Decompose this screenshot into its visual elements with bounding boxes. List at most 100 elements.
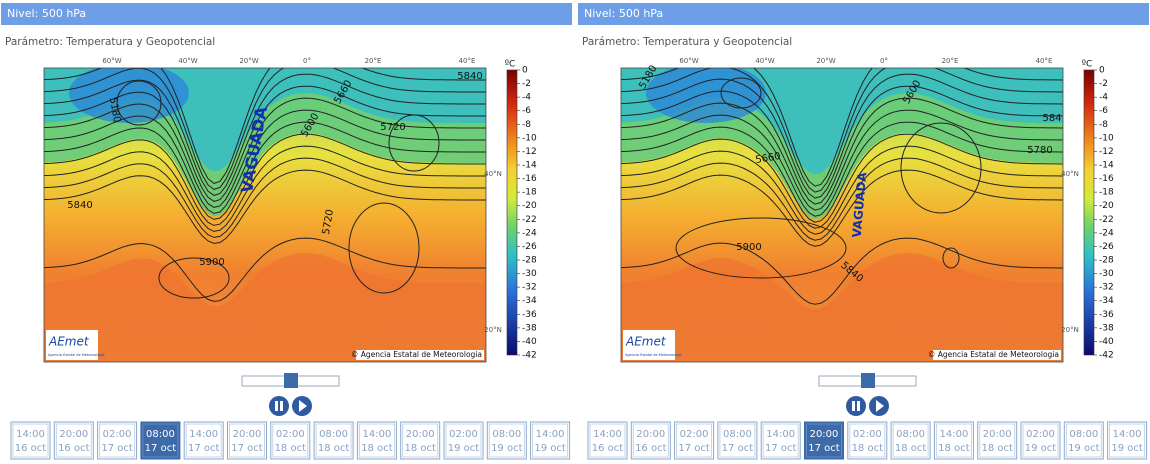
slider-thumb[interactable]	[284, 373, 298, 388]
frame-button[interactable]: 20:00 16 oct	[53, 421, 94, 460]
contour-line	[44, 157, 486, 238]
frame-button[interactable]: 20:00 17 oct	[804, 421, 844, 460]
contour-label: 5840	[67, 200, 92, 211]
weather-map	[621, 68, 1063, 362]
frame-time: 14:00	[536, 429, 565, 440]
frame-button[interactable]: 02:00 18 oct	[270, 421, 311, 460]
frame-button[interactable]: 14:00 17 oct	[183, 421, 224, 460]
pause-button[interactable]	[269, 396, 289, 416]
pause-button[interactable]	[846, 396, 866, 416]
contour-label: 584	[1042, 113, 1061, 124]
colorbar-label: -16	[1099, 174, 1114, 184]
contour-line	[44, 68, 486, 190]
colorbar-label: -38	[522, 323, 537, 333]
colorbar-label: -32	[1099, 283, 1114, 293]
latitude-label: 40°N	[484, 170, 502, 178]
button-box	[1107, 421, 1148, 460]
button-inner	[532, 423, 569, 458]
play-button[interactable]	[869, 396, 889, 416]
button-box	[97, 421, 138, 460]
frame-date: 17 oct	[101, 443, 133, 454]
frame-button[interactable]: 20:00 18 oct	[977, 421, 1018, 460]
frame-time: 02:00	[853, 429, 882, 440]
frame-date: 18 oct	[895, 443, 927, 454]
frame-date: 18 oct	[938, 443, 970, 454]
logo-caption: Agencia Estatal de Meteorología	[48, 353, 105, 357]
colorbar-label: -8	[522, 120, 531, 130]
frame-button[interactable]: 08:00 17 oct	[140, 421, 181, 460]
frame-button[interactable]: 14:00 16 oct	[587, 421, 628, 460]
frame-time: 20:00	[636, 429, 665, 440]
frame-button[interactable]: 20:00 16 oct	[630, 421, 671, 460]
frame-button[interactable]: 08:00 19 oct	[486, 421, 527, 460]
button-box	[674, 421, 715, 460]
colorbar-label: -24	[522, 228, 537, 238]
contour-line	[44, 145, 486, 232]
contour-line	[621, 145, 1063, 235]
trough-annotation: VAGUADA	[850, 171, 870, 238]
frame-time: 02:00	[680, 429, 709, 440]
contour-line	[621, 97, 1063, 211]
button-inner	[402, 423, 439, 458]
contour-line	[44, 68, 486, 184]
frame-button[interactable]: 02:00 19 oct	[1020, 421, 1061, 460]
play-button[interactable]	[292, 396, 312, 416]
contour-line	[44, 169, 486, 244]
frame-button[interactable]: 02:00 19 oct	[443, 421, 484, 460]
icon	[876, 400, 884, 412]
frame-button[interactable]: 02:00 17 oct	[97, 421, 138, 460]
logo-box	[623, 330, 675, 360]
copyright: © Agencia Estatal de Meteorologia	[351, 350, 482, 359]
colorbar-label: -32	[522, 283, 537, 293]
frame-button[interactable]: 14:00 19 oct	[530, 421, 571, 460]
frame-date: 16 oct	[58, 443, 90, 454]
button-inner	[99, 423, 136, 458]
frame-date: 19 oct	[1025, 443, 1057, 454]
button-box	[760, 421, 801, 460]
frame-time: 02:00	[1026, 429, 1055, 440]
frame-button[interactable]: 02:00 17 oct	[674, 421, 715, 460]
frame-time: 14:00	[593, 429, 622, 440]
contour-line	[44, 121, 486, 220]
frame-button[interactable]: 14:00 18 oct	[933, 421, 974, 460]
button-inner	[719, 423, 756, 458]
colorbar-label: -10	[1099, 133, 1114, 143]
frame-button[interactable]: 14:00 16 oct	[10, 421, 51, 460]
contour-line	[621, 169, 1063, 247]
contour-line	[621, 68, 1063, 187]
frame-date: 17 oct	[678, 443, 710, 454]
frame-button[interactable]: 02:00 18 oct	[847, 421, 888, 460]
frame-button[interactable]: 14:00 17 oct	[760, 421, 801, 460]
frame-button[interactable]: 14:00 19 oct	[1107, 421, 1148, 460]
contour-line	[621, 157, 1063, 241]
longitude-label: 20°W	[816, 57, 835, 65]
latitude-label: 20°N	[1061, 326, 1079, 334]
frame-button[interactable]: 08:00 18 oct	[313, 421, 354, 460]
frame-button[interactable]: 08:00 17 oct	[717, 421, 758, 460]
colorbar-label: -34	[1099, 296, 1114, 306]
contour-line	[44, 109, 486, 214]
contour-label: 5900	[736, 242, 761, 253]
button-inner	[979, 423, 1016, 458]
frame-button[interactable]: 08:00 18 oct	[890, 421, 931, 460]
contour-label: 5720	[380, 122, 405, 133]
button-box	[933, 421, 974, 460]
slider-thumb[interactable]	[861, 373, 875, 388]
colorbar-unit: ºC	[505, 60, 516, 70]
icon	[852, 401, 855, 411]
frame-button[interactable]: 14:00 18 oct	[356, 421, 397, 460]
contour-line	[44, 133, 486, 226]
frame-button[interactable]: 20:00 17 oct	[227, 421, 267, 460]
frame-button[interactable]: 08:00 19 oct	[1063, 421, 1104, 460]
frame-time: 08:00	[723, 429, 752, 440]
longitude-label: 40°E	[459, 57, 476, 65]
colorbar-label: -18	[522, 188, 537, 198]
button-inner	[488, 423, 525, 458]
frame-button[interactable]: 20:00 18 oct	[400, 421, 441, 460]
colorbar-label: -12	[522, 147, 537, 157]
button-inner	[142, 423, 179, 458]
frame-time: 08:00	[896, 429, 925, 440]
icon	[275, 401, 278, 411]
contour-line	[44, 73, 486, 196]
longitude-label: 60°W	[679, 57, 698, 65]
